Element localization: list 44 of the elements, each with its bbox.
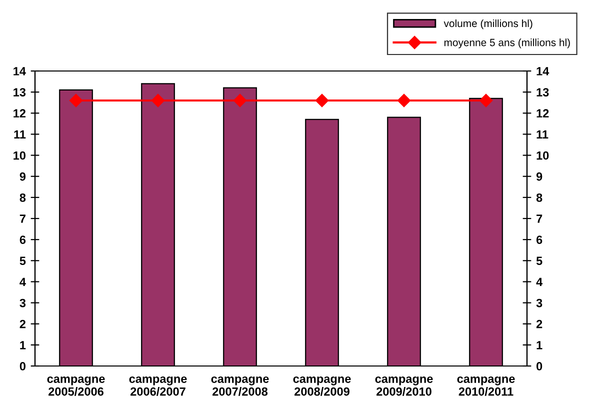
y-tick-label: 0 <box>20 362 26 370</box>
y2-tick-label: 2 <box>536 320 542 328</box>
legend-label: moyenne 5 ans (millions hl) <box>444 38 570 48</box>
y2-tick-label: 7 <box>536 214 542 223</box>
y-tick-label: 6 <box>20 236 26 244</box>
bar <box>223 87 257 366</box>
y2-tick-label: 0 <box>536 362 542 370</box>
bar <box>469 98 503 366</box>
y2-tick-label: 3 <box>536 298 542 308</box>
y-tick-label: 2 <box>20 320 26 328</box>
y-tick-label: 10 <box>14 151 26 160</box>
y-tick-label: 11 <box>14 130 26 138</box>
bar <box>305 118 339 366</box>
y2-tick-label: 10 <box>536 151 549 160</box>
y-tick-label: 7 <box>20 214 26 223</box>
y2-tick-label: 9 <box>536 172 542 181</box>
legend-label: volume (millions hl) <box>444 19 532 30</box>
x-tick-label: campagne 2007/2008 <box>211 376 269 396</box>
bar <box>141 83 175 366</box>
x-tick-label: campagne 2008/2009 <box>293 376 351 396</box>
y2-tick-label: 5 <box>536 256 542 266</box>
x-tick-label: campagne 2010/2011 <box>457 376 515 396</box>
y2-tick-label: 13 <box>536 88 549 96</box>
bar <box>59 89 93 366</box>
y2-tick-label: 8 <box>536 193 542 202</box>
y-tick-label: 3 <box>20 298 26 308</box>
y-tick-label: 1 <box>20 341 26 350</box>
x-tick-label: campagne 2005/2006 <box>47 376 105 396</box>
y-tick-label: 8 <box>20 193 26 202</box>
y2-tick-label: 14 <box>536 67 550 76</box>
y2-tick-label: 11 <box>536 130 548 138</box>
x-tick-label: campagne 2006/2007 <box>129 376 187 396</box>
y-tick-label: 12 <box>14 109 26 118</box>
y-tick-label: 5 <box>20 256 26 266</box>
y-tick-label: 13 <box>14 88 26 96</box>
y2-tick-label: 1 <box>536 341 542 350</box>
y2-tick-label: 12 <box>536 109 549 118</box>
y2-tick-label: 6 <box>536 236 542 244</box>
y-tick-label: 9 <box>20 172 26 181</box>
y-tick-label: 14 <box>14 67 26 76</box>
x-tick-label: campagne 2009/2010 <box>375 376 433 396</box>
y2-tick-label: 4 <box>536 278 543 286</box>
bar <box>387 116 421 366</box>
y-tick-label: 4 <box>20 278 26 286</box>
